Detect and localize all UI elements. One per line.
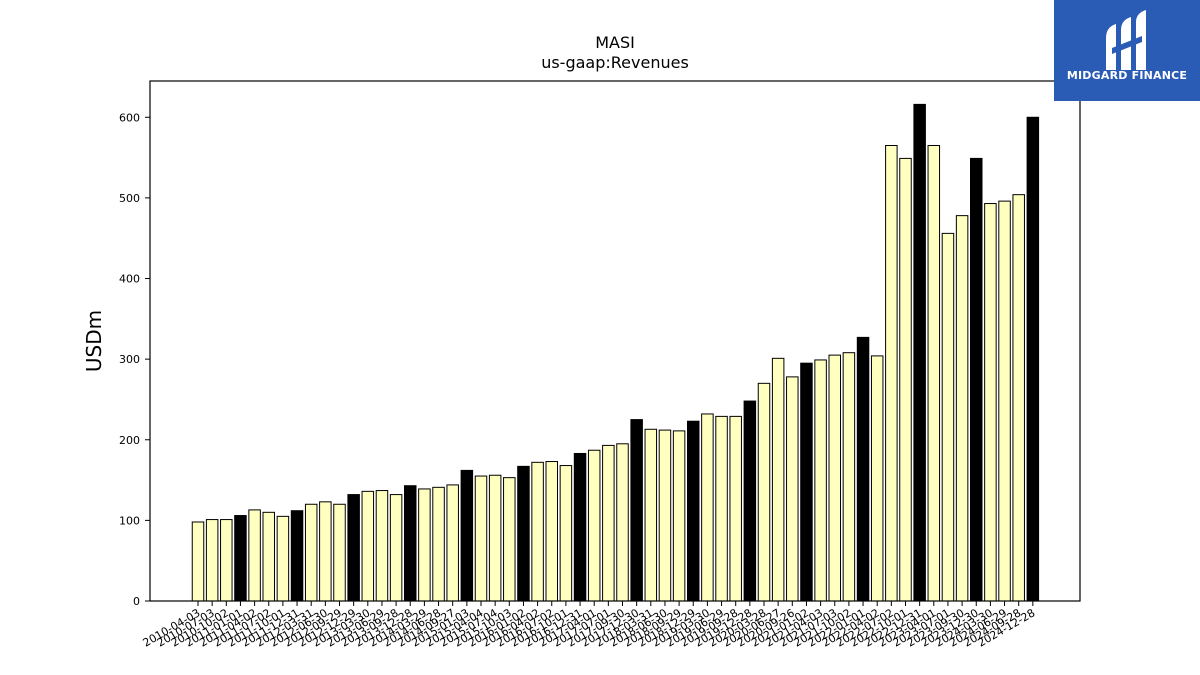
bar-2014-06-28: [432, 486, 445, 602]
bar-2023-07-01: [941, 232, 955, 602]
bar-2022-10-01: [899, 157, 912, 602]
bar-2021-04-03: [814, 359, 827, 602]
y-tick-label: 0: [133, 595, 140, 608]
bar-2023-09-30: [955, 215, 969, 602]
chart-subtitle: us-gaap:Revenues: [541, 53, 689, 72]
y-axis-ticks: 0 100 200 300 400 500 600: [119, 111, 150, 608]
bar-2021-07-03: [828, 354, 841, 602]
y-tick-label: 400: [119, 273, 140, 286]
bar-2021-10-02: [842, 352, 856, 602]
bar-2016-10-01: [559, 465, 573, 602]
bar-2013-06-29: [375, 490, 389, 602]
bar-2012-09-29: [333, 503, 346, 602]
bar-2012-03-31: [304, 503, 318, 602]
bar-2017-12-30: [630, 419, 643, 602]
bar-2012-06-30: [319, 501, 332, 602]
bar-2015-04-04: [474, 475, 488, 602]
bar-2016-01-02: [517, 465, 530, 602]
logo-text: MIDGARD FINANCE: [1066, 69, 1188, 82]
bar-2019-03-30: [701, 413, 714, 602]
bar-2018-09-29: [672, 430, 686, 602]
x-axis-ticks: 2010-04-032010-07-032010-10-022011-01-01…: [141, 601, 1037, 650]
bar-2015-07-04: [488, 474, 502, 602]
bar-2024-03-30: [984, 203, 997, 602]
midgard-monogram-icon: [1106, 10, 1146, 70]
bar-2011-01-01: [234, 515, 247, 602]
bar-2011-04-02: [248, 509, 261, 602]
bar-2010-04-03: [191, 521, 205, 602]
bar-2019-06-29: [715, 415, 728, 602]
y-tick-label: 100: [119, 514, 140, 527]
bar-2016-04-02: [531, 461, 544, 602]
bar-2011-10-01: [276, 515, 290, 602]
plot-frame: [149, 80, 1081, 602]
bar-2021-01-02: [800, 362, 813, 602]
bar-2016-07-02: [545, 461, 558, 602]
bar-2011-07-02: [262, 511, 275, 602]
bar-2010-10-02: [220, 519, 233, 602]
bar-2018-12-29: [687, 420, 700, 602]
bar-2018-06-30: [658, 429, 672, 602]
bar-2022-04-02: [870, 355, 884, 602]
bar-2017-09-30: [616, 443, 629, 602]
bar-2020-06-27: [771, 357, 785, 602]
bar-2016-12-31: [573, 452, 587, 602]
bar-2020-03-28: [757, 382, 771, 602]
bar-2022-12-31: [913, 103, 926, 602]
bar-2013-03-30: [361, 490, 375, 602]
bar-2011-12-31: [290, 510, 304, 602]
bar-2015-10-03: [503, 477, 516, 602]
bar-2022-07-02: [885, 145, 898, 602]
bar-2024-12-28: [1026, 116, 1040, 602]
bar-2018-03-31: [644, 428, 658, 602]
bar-2015-01-03: [460, 469, 474, 602]
chart-title: MASI: [595, 33, 635, 52]
bar-2023-12-30: [970, 157, 983, 602]
y-axis-label: USDm: [82, 310, 106, 372]
y-tick-label: 500: [119, 192, 140, 205]
bar-2013-12-28: [404, 485, 417, 602]
bar-2024-09-28: [1012, 194, 1025, 602]
bar-2014-03-29: [418, 488, 431, 602]
bar-2020-09-26: [786, 376, 799, 602]
y-tick-label: 600: [119, 111, 140, 124]
bar-2014-09-27: [446, 484, 459, 602]
bar-2017-04-01: [587, 449, 601, 602]
bar-2012-12-29: [347, 494, 360, 602]
bar-2022-01-01: [856, 336, 870, 602]
bars-group: [191, 103, 1040, 602]
midgard-finance-logo: MIDGARD FINANCE: [1054, 0, 1200, 101]
bar-2013-09-28: [389, 494, 403, 602]
bar-2019-09-28: [729, 415, 742, 602]
bar-2023-04-01: [927, 145, 941, 602]
y-tick-label: 300: [119, 353, 140, 366]
bar-2019-12-28: [743, 400, 757, 602]
bar-2010-07-03: [205, 519, 219, 602]
bar-2017-07-01: [602, 444, 615, 602]
bar-2024-06-29: [998, 200, 1011, 602]
y-tick-label: 200: [119, 434, 140, 447]
